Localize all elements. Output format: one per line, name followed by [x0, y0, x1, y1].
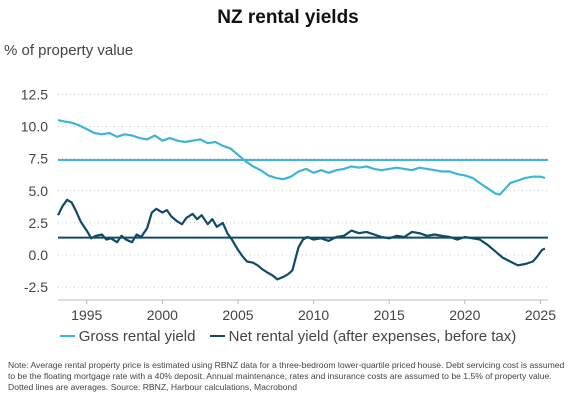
y-tick-label: -2.5: [24, 279, 48, 295]
y-tick-label: 10.0: [21, 119, 48, 135]
y-tick-label: 5.0: [29, 183, 49, 199]
x-tick-label: 2010: [298, 307, 329, 323]
y-tick-label: 0.0: [29, 247, 49, 263]
y-tick-label: 12.5: [21, 86, 48, 102]
x-tick-label: 2025: [525, 307, 556, 323]
chart-note: Note: Average rental property price is e…: [8, 360, 565, 392]
x-tick-label: 2005: [222, 307, 253, 323]
average-lines: [58, 158, 548, 239]
y-axis-ticks: 12.5 10.0 7.5 5.0 2.5 0.0 -2.5: [21, 86, 48, 295]
x-tick-label: 2000: [147, 307, 178, 323]
legend-swatch-gross: [59, 335, 75, 338]
x-axis-ticks: 1995 2000 2005 2010 2015 2020 2025: [71, 307, 556, 323]
x-tick-label: 1995: [71, 307, 102, 323]
chart-title: NZ rental yields: [217, 7, 359, 28]
legend-label-gross: Gross rental yield: [78, 328, 196, 345]
y-tick-label: 7.5: [29, 151, 49, 167]
x-tick-label: 2020: [449, 307, 480, 323]
legend-label-net: Net rental yield (after expenses, before…: [228, 328, 517, 345]
gridlines: [58, 93, 548, 288]
net-yield-line: [57, 198, 546, 281]
y-tick-label: 2.5: [29, 215, 49, 231]
series-lines: [57, 119, 546, 281]
y-axis-label: % of property value: [4, 42, 134, 59]
legend-item-gross: Gross rental yield: [59, 328, 196, 345]
x-tick-label: 2015: [374, 307, 405, 323]
legend-swatch-net: [209, 335, 225, 338]
x-axis: [58, 299, 548, 304]
chart-plot: 12.5 10.0 7.5 5.0 2.5 0.0 -2.5 1995 2000 2005 201…: [21, 86, 556, 323]
gross-yield-line: [57, 119, 546, 196]
legend-item-net: Net rental yield (after expenses, before…: [209, 328, 517, 345]
legend: Gross rental yield Net rental yield (aft…: [0, 328, 576, 345]
